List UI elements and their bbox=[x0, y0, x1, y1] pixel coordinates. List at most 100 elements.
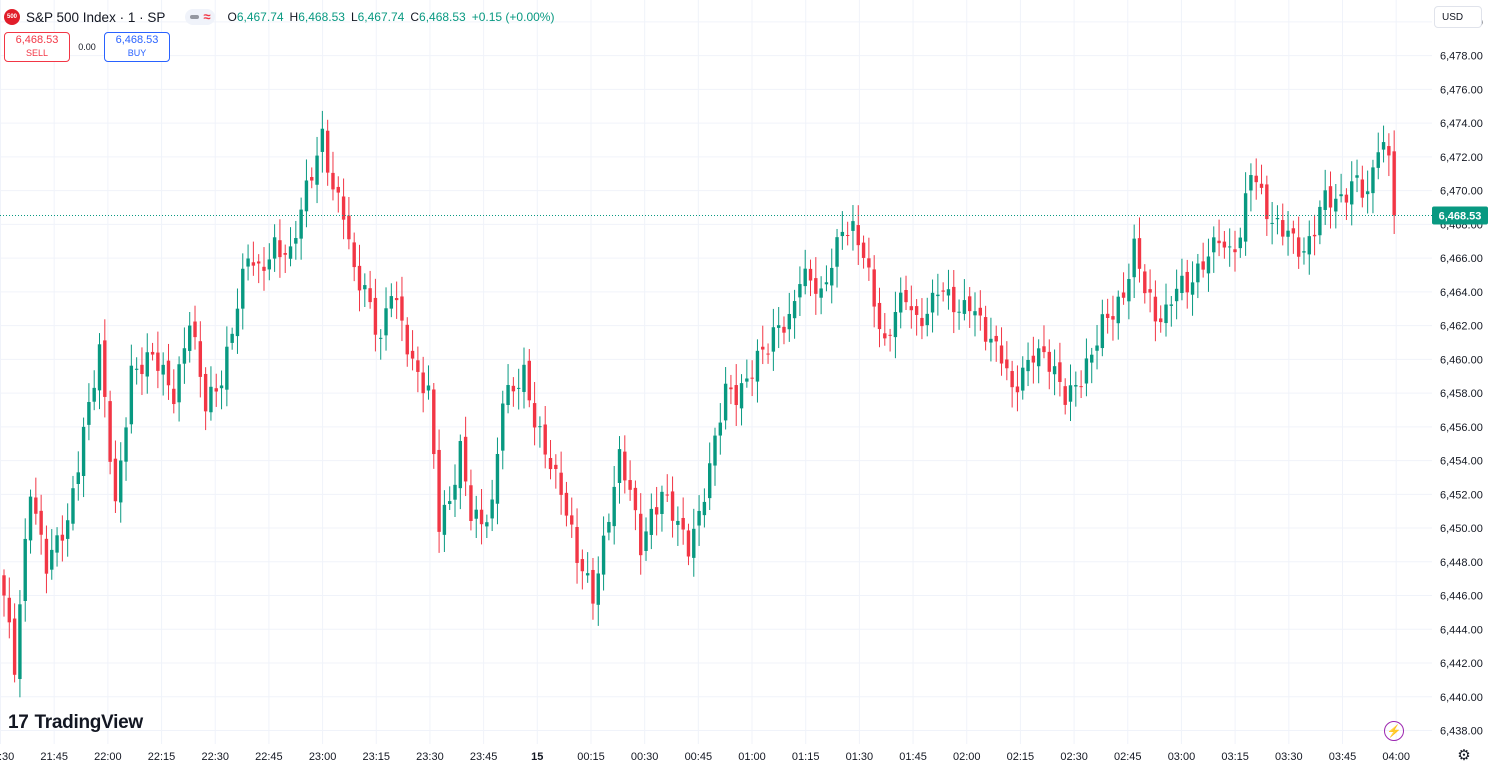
candle bbox=[426, 365, 431, 400]
buy-button[interactable]: 6,468.53 BUY bbox=[104, 32, 170, 62]
gear-icon[interactable]: ⚙ bbox=[1457, 747, 1471, 764]
candle-body bbox=[936, 294, 940, 297]
candle bbox=[824, 265, 829, 292]
candle-body bbox=[994, 335, 998, 342]
candle bbox=[952, 270, 956, 334]
candle-body bbox=[718, 422, 723, 436]
candle-body bbox=[1281, 220, 1285, 237]
candle bbox=[681, 497, 685, 545]
candle-body bbox=[363, 285, 367, 290]
candle-body bbox=[1328, 186, 1333, 208]
candle-body bbox=[230, 333, 234, 343]
candle-body bbox=[761, 346, 765, 350]
candle bbox=[1100, 299, 1105, 357]
candle bbox=[1339, 173, 1343, 203]
candle bbox=[707, 442, 712, 510]
candle bbox=[1286, 211, 1290, 256]
candle bbox=[193, 305, 197, 350]
currency-select[interactable]: USD bbox=[1434, 6, 1482, 28]
candle-body bbox=[71, 488, 75, 524]
candle bbox=[336, 176, 340, 213]
candle bbox=[55, 527, 59, 567]
candle bbox=[1350, 161, 1354, 226]
candle-body bbox=[2, 575, 6, 596]
candle bbox=[660, 485, 664, 532]
price-tick: 6,478.00 bbox=[1440, 51, 1483, 63]
candle-body bbox=[188, 325, 192, 351]
candle-body bbox=[665, 494, 669, 496]
candle-body bbox=[219, 385, 224, 389]
candle bbox=[1270, 201, 1274, 245]
symbol-title[interactable]: S&P 500 Index · 1 · SP bbox=[26, 9, 166, 25]
candle bbox=[814, 257, 818, 315]
candle bbox=[617, 436, 622, 504]
candle-body bbox=[1111, 316, 1115, 320]
candle-body bbox=[782, 326, 786, 333]
candle-body bbox=[304, 180, 309, 212]
candle bbox=[1074, 371, 1078, 407]
candle-body bbox=[639, 513, 643, 556]
candle bbox=[453, 464, 457, 517]
candle-body bbox=[55, 535, 59, 553]
candle bbox=[692, 508, 696, 577]
candle-body bbox=[1010, 371, 1014, 388]
candle bbox=[1132, 224, 1136, 299]
candle bbox=[76, 451, 80, 501]
candle bbox=[1238, 227, 1242, 258]
candle-body bbox=[325, 130, 330, 173]
time-tick: 03:45 bbox=[1329, 751, 1357, 763]
candle bbox=[272, 224, 277, 272]
price-tick: 6,438.00 bbox=[1440, 726, 1483, 738]
price-tick: 6,456.00 bbox=[1440, 422, 1483, 434]
candle-body bbox=[930, 292, 935, 313]
candle bbox=[485, 514, 489, 538]
indicator-toggle[interactable]: ≈ bbox=[185, 9, 216, 25]
candle-body bbox=[920, 317, 924, 327]
candle bbox=[596, 556, 600, 626]
candle bbox=[283, 244, 287, 274]
candle-body bbox=[310, 177, 314, 181]
candle bbox=[28, 489, 33, 554]
candle-body bbox=[1212, 237, 1216, 253]
price-tick: 6,464.00 bbox=[1440, 287, 1483, 299]
candle-body bbox=[1286, 230, 1290, 237]
candle-body bbox=[453, 484, 457, 500]
candle-body bbox=[702, 501, 707, 516]
candle-body bbox=[973, 311, 977, 316]
time-scale[interactable]: 21:30 21:45 22:00 22:15 22:30 22:45 23:00 23:15… bbox=[0, 744, 1432, 768]
candle-body bbox=[442, 504, 447, 535]
watermark[interactable]: 17 TradingView bbox=[8, 712, 143, 734]
candle bbox=[1116, 290, 1120, 340]
candle-body bbox=[978, 307, 983, 316]
candle-body bbox=[1137, 238, 1142, 269]
candle bbox=[368, 270, 372, 309]
candle-body bbox=[1334, 198, 1338, 212]
candle bbox=[861, 235, 866, 269]
symbol-logo[interactable]: 500 bbox=[4, 9, 20, 25]
candle-body bbox=[299, 209, 303, 239]
lightning-icon[interactable]: ⚡ bbox=[1384, 721, 1404, 741]
candle bbox=[315, 136, 319, 204]
candle bbox=[1079, 370, 1083, 399]
candle-body bbox=[946, 289, 951, 296]
candlestick-chart[interactable] bbox=[0, 0, 1432, 744]
candle bbox=[989, 317, 993, 362]
price-tick: 6,448.00 bbox=[1440, 557, 1483, 569]
buy-label: BUY bbox=[127, 48, 147, 58]
candle bbox=[437, 429, 441, 553]
candle-body bbox=[506, 384, 510, 405]
candle bbox=[161, 352, 165, 396]
candle bbox=[999, 327, 1004, 376]
price-tick: 6,440.00 bbox=[1440, 692, 1483, 704]
sell-button[interactable]: 6,468.53 SELL bbox=[4, 32, 70, 62]
candle-body bbox=[1350, 181, 1354, 205]
candle bbox=[633, 480, 638, 531]
candle bbox=[1344, 188, 1349, 221]
candle-body bbox=[1365, 191, 1370, 195]
price-scale[interactable]: 6,438.00 6,440.00 6,442.00 6,444.00 6,446.00… bbox=[1432, 0, 1488, 744]
candle-body bbox=[1052, 366, 1057, 375]
candle-body bbox=[1026, 359, 1030, 372]
candle bbox=[18, 590, 22, 698]
candle-body bbox=[405, 324, 409, 355]
candle-body bbox=[1392, 151, 1396, 216]
